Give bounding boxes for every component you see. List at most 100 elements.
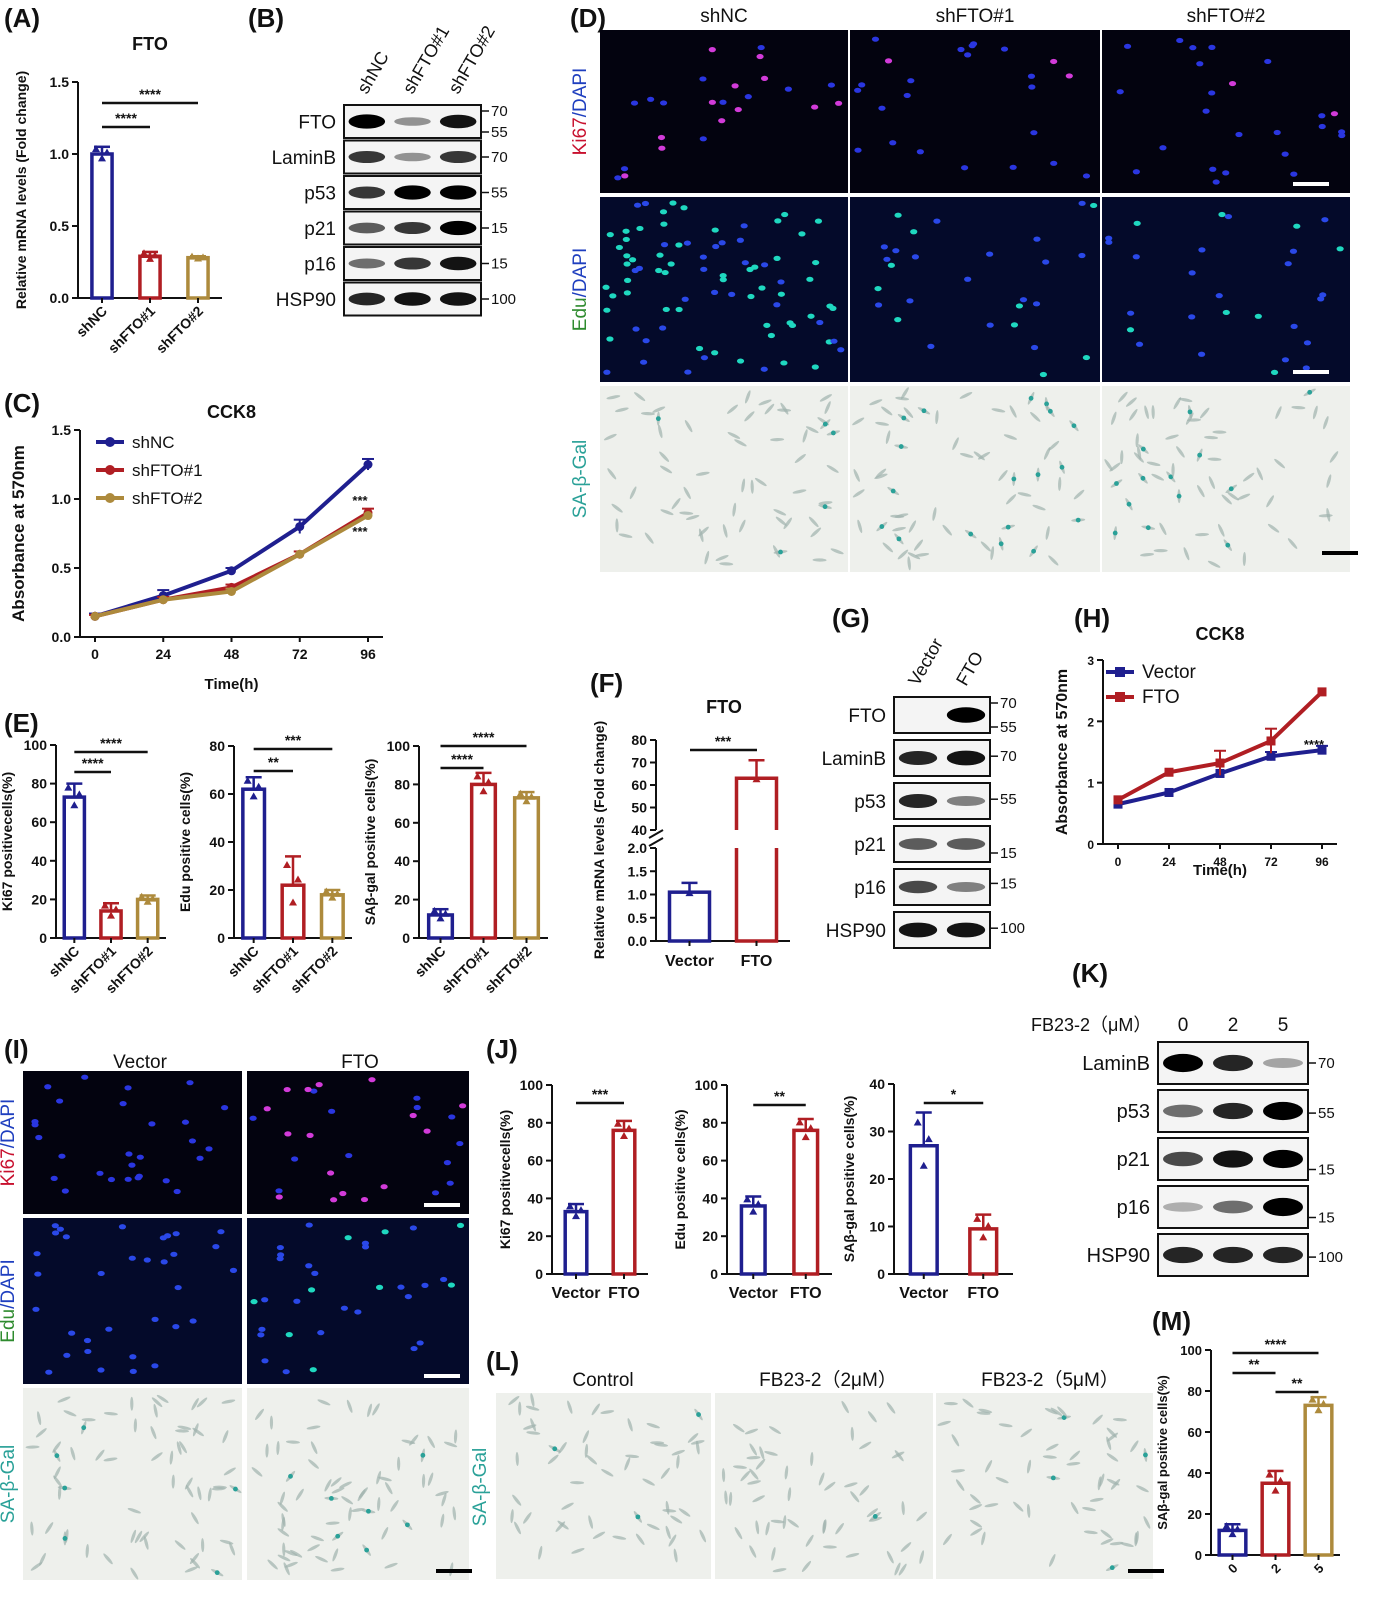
data-point <box>92 144 100 152</box>
nucleus <box>257 1332 265 1338</box>
data-point <box>614 1119 622 1127</box>
nucleus <box>889 140 897 146</box>
nucleus <box>360 1196 369 1203</box>
data-point <box>75 790 84 798</box>
y-tick-label: 60 <box>1188 1425 1202 1440</box>
cell <box>1106 1432 1119 1442</box>
nucleus <box>874 302 883 308</box>
nucleus <box>1208 44 1216 50</box>
cell <box>744 1428 759 1435</box>
y-tick-label: 40 <box>869 1076 885 1092</box>
marker-label: 55 <box>491 185 508 202</box>
blot-band <box>439 220 477 236</box>
data-point <box>625 1124 633 1132</box>
nucleus <box>456 1222 465 1229</box>
nucleus <box>276 1244 284 1251</box>
cell <box>523 1424 537 1430</box>
cell <box>998 469 1008 482</box>
data-point <box>328 893 337 901</box>
cell <box>330 1477 342 1487</box>
cell <box>143 1536 149 1550</box>
bar <box>469 782 498 940</box>
cell <box>151 1397 163 1408</box>
y-tick-label: 20 <box>209 882 225 898</box>
nucleus <box>345 1152 353 1159</box>
cell <box>153 1403 158 1418</box>
nucleus <box>1212 179 1220 185</box>
cell <box>722 524 728 538</box>
cell <box>191 1512 199 1525</box>
nucleus <box>446 1180 454 1186</box>
nucleus <box>606 232 614 238</box>
nucleus <box>148 1121 156 1127</box>
marker-label: 55 <box>491 124 508 141</box>
x-tick-label: 24 <box>1162 855 1176 869</box>
nucleus <box>744 94 752 100</box>
nucleus <box>894 317 902 323</box>
y-tick-label: 0 <box>217 930 225 946</box>
positive-cell <box>901 415 907 421</box>
protein-label: LaminB <box>1082 1053 1150 1075</box>
nucleus <box>602 284 610 290</box>
nucleus <box>807 313 815 319</box>
nucleus <box>718 118 726 124</box>
nucleus <box>81 1074 89 1080</box>
cell <box>764 1451 778 1456</box>
cell <box>1178 397 1193 403</box>
protein-label: p21 <box>304 219 336 240</box>
positive-cell <box>1050 1475 1056 1481</box>
cell <box>907 552 921 560</box>
y-tick-label: 100 <box>695 1077 719 1093</box>
nucleus <box>276 1256 284 1262</box>
nucleus <box>258 1326 266 1332</box>
column-label: shFTO#1 <box>936 6 1015 27</box>
stain-name: SA-β-Gal <box>570 440 591 519</box>
data-point <box>295 549 305 559</box>
cell <box>835 1522 844 1535</box>
positive-cell <box>1126 501 1132 507</box>
nucleus <box>421 1282 429 1288</box>
nucleus <box>397 1284 405 1290</box>
cell <box>970 1519 983 1528</box>
nucleus <box>128 1255 136 1261</box>
cell <box>1106 1478 1120 1486</box>
nucleus <box>261 1297 269 1303</box>
nucleus <box>62 1234 70 1240</box>
blot-band <box>439 185 477 200</box>
cell <box>427 1435 435 1449</box>
cell <box>768 1426 781 1435</box>
significance-label: **** <box>82 755 104 771</box>
marker-label: 15 <box>491 220 508 237</box>
positive-cell <box>898 444 904 449</box>
data-point <box>801 1133 810 1141</box>
nucleus <box>35 1134 43 1141</box>
positive-cell <box>1228 486 1234 492</box>
nucleus <box>767 332 775 339</box>
cell <box>852 489 865 498</box>
y-tick-label: 60 <box>394 815 410 831</box>
blot-band <box>1163 1202 1203 1212</box>
cell <box>103 1553 113 1565</box>
nucleus <box>741 260 749 266</box>
blot-band <box>394 221 431 235</box>
nucleus <box>622 236 630 243</box>
cell <box>868 1516 883 1522</box>
x-tick-label: 0 <box>91 646 99 662</box>
nucleus <box>293 1298 301 1304</box>
cell <box>749 1468 759 1480</box>
cell <box>775 516 787 526</box>
cell <box>284 1561 298 1568</box>
cell <box>903 407 914 418</box>
blot-band <box>1213 1200 1253 1214</box>
cell <box>732 1465 747 1469</box>
nucleus <box>172 1231 180 1237</box>
positive-cell <box>1011 476 1017 482</box>
cell <box>267 1559 278 1570</box>
x-tick-label: FTO <box>608 1285 640 1302</box>
nucleus <box>124 1085 132 1091</box>
data-point <box>1233 1525 1242 1533</box>
cell <box>678 1508 691 1517</box>
marker-label: 70 <box>491 103 508 120</box>
marker-label: 15 <box>1318 1162 1335 1179</box>
y-tick-label: 0.0 <box>50 290 70 306</box>
